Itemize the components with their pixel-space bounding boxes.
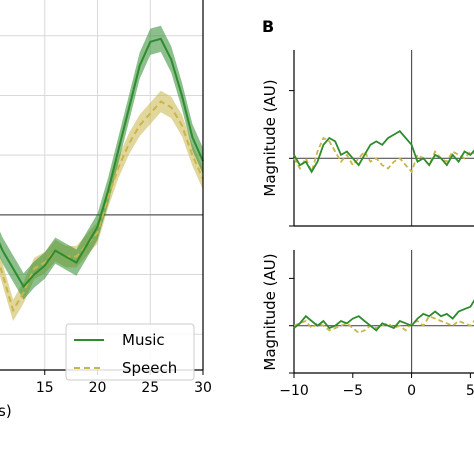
- speech-line: [293, 136, 474, 175]
- panel-b-top: [289, 50, 474, 227]
- legend-music-label: Music: [122, 331, 165, 349]
- music-line: [293, 299, 474, 332]
- x-tick-label: −10: [279, 383, 309, 399]
- panel-b-bottom-y-axis-label: Magnitude (AU): [261, 253, 279, 370]
- legend-box: [65, 323, 195, 381]
- panel-a-music-line: [0, 37, 204, 289]
- panel-a-x-axis-label: s): [0, 402, 12, 420]
- panel-a: 15 20 25 30 s) Music Speech: [0, 0, 212, 420]
- x-tick-label: 25: [141, 380, 159, 396]
- legend: Music Speech: [65, 323, 195, 381]
- x-tick-label: 0: [407, 383, 416, 399]
- x-tick-label: −5: [342, 383, 363, 399]
- x-tick-label: 15: [36, 380, 54, 396]
- panel-b-top-y-axis-label: Magnitude (AU): [261, 79, 279, 196]
- panel-a-x-tick-labels: 15 20 25 30: [36, 380, 212, 396]
- legend-speech-label: Speech: [122, 359, 177, 377]
- speech-line: [293, 315, 474, 334]
- panel-b-letter: B: [262, 17, 274, 36]
- x-tick-label: 20: [89, 380, 107, 396]
- panel-a-speech-line: [0, 100, 204, 313]
- panel-a-music-error-band: [0, 25, 203, 300]
- x-tick-label: 30: [194, 380, 212, 396]
- music-line: [293, 130, 474, 174]
- panel-a-series-lines: [0, 37, 204, 313]
- x-tick-label: 5: [466, 383, 474, 399]
- panel-b-bottom: −10 −5 0 5: [279, 250, 474, 399]
- panel-a-error-bands: [0, 25, 203, 322]
